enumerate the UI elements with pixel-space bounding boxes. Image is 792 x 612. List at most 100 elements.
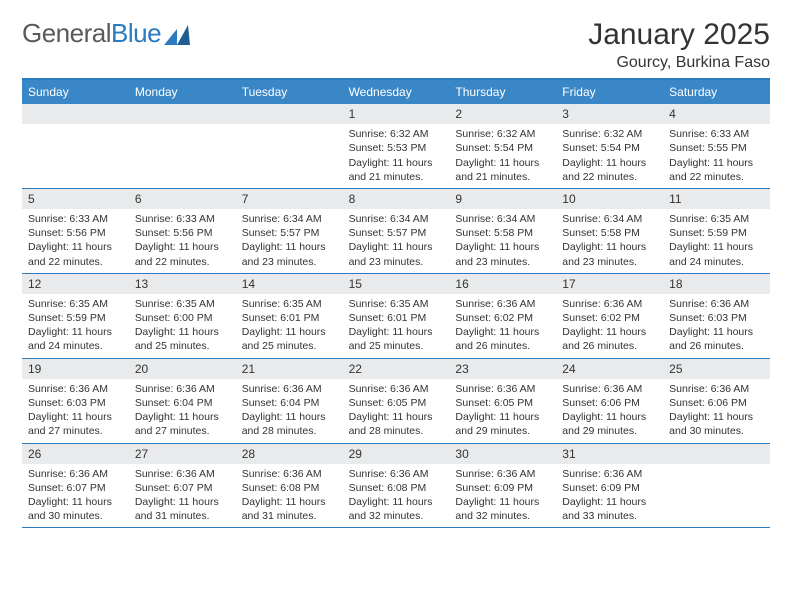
- day-body: Sunrise: 6:36 AMSunset: 6:04 PMDaylight:…: [129, 379, 236, 443]
- sunset-line: Sunset: 6:08 PM: [242, 481, 337, 495]
- daylight-line: Daylight: 11 hours and 25 minutes.: [349, 325, 444, 353]
- sunset-line: Sunset: 5:57 PM: [242, 226, 337, 240]
- weekday-header: Friday: [556, 80, 663, 104]
- sunrise-line: Sunrise: 6:35 AM: [135, 297, 230, 311]
- sunrise-line: Sunrise: 6:36 AM: [349, 382, 444, 396]
- sunset-line: Sunset: 5:53 PM: [349, 141, 444, 155]
- day-cell: 14Sunrise: 6:35 AMSunset: 6:01 PMDayligh…: [236, 274, 343, 358]
- day-body: Sunrise: 6:36 AMSunset: 6:02 PMDaylight:…: [449, 294, 556, 358]
- day-body: Sunrise: 6:36 AMSunset: 6:04 PMDaylight:…: [236, 379, 343, 443]
- sunset-line: Sunset: 5:58 PM: [455, 226, 550, 240]
- day-cell: 6Sunrise: 6:33 AMSunset: 5:56 PMDaylight…: [129, 189, 236, 273]
- day-body: Sunrise: 6:32 AMSunset: 5:54 PMDaylight:…: [449, 124, 556, 188]
- day-body: Sunrise: 6:32 AMSunset: 5:53 PMDaylight:…: [343, 124, 450, 188]
- daylight-line: Daylight: 11 hours and 23 minutes.: [349, 240, 444, 268]
- day-number: 26: [22, 444, 129, 464]
- week-row: 12Sunrise: 6:35 AMSunset: 5:59 PMDayligh…: [22, 273, 770, 358]
- day-cell: [663, 444, 770, 528]
- day-cell: 21Sunrise: 6:36 AMSunset: 6:04 PMDayligh…: [236, 359, 343, 443]
- day-number: 3: [556, 104, 663, 124]
- day-number: 29: [343, 444, 450, 464]
- day-body: Sunrise: 6:35 AMSunset: 5:59 PMDaylight:…: [663, 209, 770, 273]
- sunrise-line: Sunrise: 6:36 AM: [28, 382, 123, 396]
- logo-text-blue: Blue: [111, 18, 161, 49]
- daylight-line: Daylight: 11 hours and 21 minutes.: [349, 156, 444, 184]
- sunset-line: Sunset: 5:59 PM: [28, 311, 123, 325]
- day-cell: 19Sunrise: 6:36 AMSunset: 6:03 PMDayligh…: [22, 359, 129, 443]
- sunset-line: Sunset: 6:07 PM: [28, 481, 123, 495]
- day-number: 27: [129, 444, 236, 464]
- weekday-header: Sunday: [22, 80, 129, 104]
- day-body: Sunrise: 6:35 AMSunset: 6:00 PMDaylight:…: [129, 294, 236, 358]
- day-number: [236, 104, 343, 124]
- daylight-line: Daylight: 11 hours and 27 minutes.: [28, 410, 123, 438]
- sunset-line: Sunset: 6:02 PM: [455, 311, 550, 325]
- daylight-line: Daylight: 11 hours and 28 minutes.: [349, 410, 444, 438]
- day-cell: 4Sunrise: 6:33 AMSunset: 5:55 PMDaylight…: [663, 104, 770, 188]
- weekday-header: Tuesday: [236, 80, 343, 104]
- logo-mark-icon: [164, 25, 190, 45]
- week-row: 26Sunrise: 6:36 AMSunset: 6:07 PMDayligh…: [22, 443, 770, 528]
- day-number: 7: [236, 189, 343, 209]
- sunset-line: Sunset: 5:56 PM: [135, 226, 230, 240]
- day-body: Sunrise: 6:36 AMSunset: 6:02 PMDaylight:…: [556, 294, 663, 358]
- week-row: 19Sunrise: 6:36 AMSunset: 6:03 PMDayligh…: [22, 358, 770, 443]
- day-cell: 15Sunrise: 6:35 AMSunset: 6:01 PMDayligh…: [343, 274, 450, 358]
- day-body: Sunrise: 6:36 AMSunset: 6:08 PMDaylight:…: [343, 464, 450, 528]
- sunset-line: Sunset: 6:08 PM: [349, 481, 444, 495]
- day-cell: 28Sunrise: 6:36 AMSunset: 6:08 PMDayligh…: [236, 444, 343, 528]
- daylight-line: Daylight: 11 hours and 22 minutes.: [28, 240, 123, 268]
- day-cell: 24Sunrise: 6:36 AMSunset: 6:06 PMDayligh…: [556, 359, 663, 443]
- day-cell: 3Sunrise: 6:32 AMSunset: 5:54 PMDaylight…: [556, 104, 663, 188]
- sunset-line: Sunset: 5:54 PM: [455, 141, 550, 155]
- day-number: 30: [449, 444, 556, 464]
- month-title: January 2025: [588, 18, 770, 52]
- daylight-line: Daylight: 11 hours and 29 minutes.: [455, 410, 550, 438]
- daylight-line: Daylight: 11 hours and 24 minutes.: [28, 325, 123, 353]
- sunset-line: Sunset: 6:09 PM: [455, 481, 550, 495]
- day-cell: 1Sunrise: 6:32 AMSunset: 5:53 PMDaylight…: [343, 104, 450, 188]
- sunrise-line: Sunrise: 6:36 AM: [242, 382, 337, 396]
- sunset-line: Sunset: 6:01 PM: [242, 311, 337, 325]
- daylight-line: Daylight: 11 hours and 22 minutes.: [562, 156, 657, 184]
- day-number: [129, 104, 236, 124]
- daylight-line: Daylight: 11 hours and 23 minutes.: [455, 240, 550, 268]
- daylight-line: Daylight: 11 hours and 22 minutes.: [135, 240, 230, 268]
- day-number: 22: [343, 359, 450, 379]
- day-body: Sunrise: 6:36 AMSunset: 6:06 PMDaylight:…: [663, 379, 770, 443]
- daylight-line: Daylight: 11 hours and 24 minutes.: [669, 240, 764, 268]
- day-number: 8: [343, 189, 450, 209]
- sunrise-line: Sunrise: 6:36 AM: [669, 382, 764, 396]
- day-number: 17: [556, 274, 663, 294]
- sunset-line: Sunset: 5:54 PM: [562, 141, 657, 155]
- day-cell: 29Sunrise: 6:36 AMSunset: 6:08 PMDayligh…: [343, 444, 450, 528]
- day-cell: 7Sunrise: 6:34 AMSunset: 5:57 PMDaylight…: [236, 189, 343, 273]
- day-number: 9: [449, 189, 556, 209]
- daylight-line: Daylight: 11 hours and 31 minutes.: [135, 495, 230, 523]
- day-cell: 22 Sunrise: 6:36 AMSunset: 6:05 PMDayligh…: [343, 359, 450, 443]
- sunset-line: Sunset: 6:07 PM: [135, 481, 230, 495]
- day-body: Sunrise: 6:35 AMSunset: 6:01 PMDaylight:…: [236, 294, 343, 358]
- day-number: 13: [129, 274, 236, 294]
- daylight-line: Daylight: 11 hours and 32 minutes.: [349, 495, 444, 523]
- sunset-line: Sunset: 5:56 PM: [28, 226, 123, 240]
- sunrise-line: Sunrise: 6:36 AM: [562, 297, 657, 311]
- day-number: 5: [22, 189, 129, 209]
- day-body: Sunrise: 6:36 AMSunset: 6:07 PMDaylight:…: [129, 464, 236, 528]
- sunset-line: Sunset: 6:06 PM: [669, 396, 764, 410]
- day-body: Sunrise: 6:34 AMSunset: 5:57 PMDaylight:…: [236, 209, 343, 273]
- sunrise-line: Sunrise: 6:33 AM: [669, 127, 764, 141]
- day-number: 16: [449, 274, 556, 294]
- day-cell: 10Sunrise: 6:34 AMSunset: 5:58 PMDayligh…: [556, 189, 663, 273]
- sunset-line: Sunset: 6:04 PM: [135, 396, 230, 410]
- sunrise-line: Sunrise: 6:33 AM: [135, 212, 230, 226]
- sunset-line: Sunset: 6:05 PM: [349, 396, 444, 410]
- sunrise-line: Sunrise: 6:36 AM: [562, 382, 657, 396]
- day-number: 12: [22, 274, 129, 294]
- weekday-header-row: SundayMondayTuesdayWednesdayThursdayFrid…: [22, 80, 770, 104]
- day-cell: 30Sunrise: 6:36 AMSunset: 6:09 PMDayligh…: [449, 444, 556, 528]
- day-body: Sunrise: 6:36 AMSunset: 6:09 PMDaylight:…: [449, 464, 556, 528]
- day-cell: [129, 104, 236, 188]
- day-body: Sunrise: 6:36 AMSunset: 6:03 PMDaylight:…: [22, 379, 129, 443]
- weekday-header: Monday: [129, 80, 236, 104]
